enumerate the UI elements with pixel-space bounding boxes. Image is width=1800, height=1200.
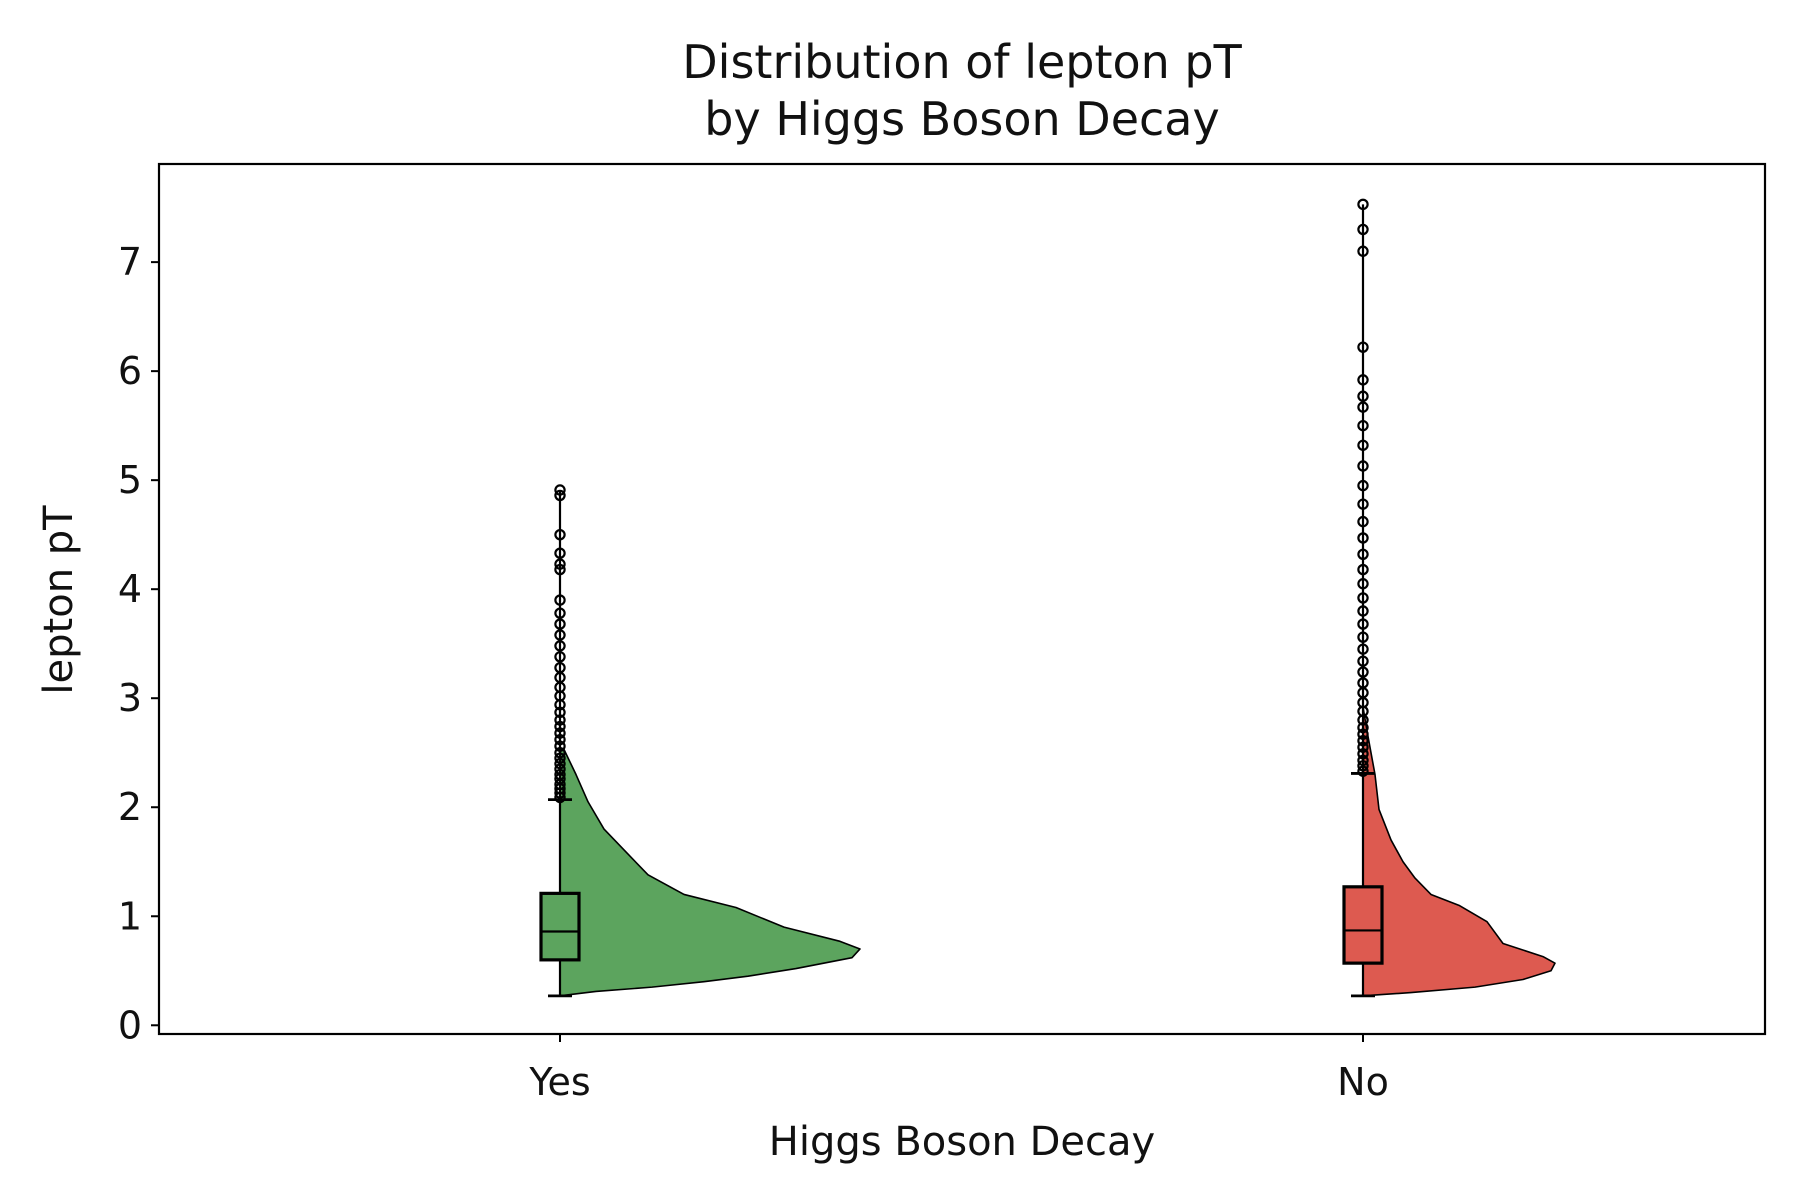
outlier-point <box>554 727 566 739</box>
outlier-point <box>554 733 566 746</box>
outlier-point <box>1357 760 1369 772</box>
y-tick-label: 7 <box>118 240 142 284</box>
box-plot-box <box>539 891 581 962</box>
outlier-point <box>554 528 566 541</box>
outlier-point <box>554 720 566 733</box>
outlier-point <box>1357 548 1369 561</box>
outlier-point <box>554 558 566 570</box>
chart-title-line-1: Distribution of lepton pT <box>682 35 1242 89</box>
box-plot-box <box>1342 885 1384 965</box>
outlier-point <box>1357 605 1369 617</box>
outlier-point <box>554 714 566 726</box>
outlier-point <box>1357 374 1369 386</box>
outlier-point <box>1357 479 1369 492</box>
half-violin-no <box>1362 706 1556 997</box>
outlier-point <box>554 563 566 576</box>
outlier-point <box>554 752 566 764</box>
outlier-point <box>554 706 566 719</box>
y-tick-label: 6 <box>118 349 142 393</box>
y-tick-label: 5 <box>118 458 142 502</box>
outlier-point <box>1357 245 1369 257</box>
outlier-point <box>554 484 566 496</box>
outlier-point <box>1357 341 1369 353</box>
outlier-point <box>1357 765 1369 777</box>
outlier-point <box>1357 223 1369 236</box>
plot-area-frame <box>157 162 1767 1036</box>
outlier-point <box>554 489 566 502</box>
y-axis-label: lepton pT <box>36 505 82 695</box>
outlier-point <box>1357 390 1369 402</box>
outlier-point <box>554 651 566 663</box>
series-yes <box>539 484 861 998</box>
outlier-point <box>1357 515 1369 528</box>
series-no <box>1342 198 1556 998</box>
outlier-point <box>1357 666 1369 678</box>
y-tick-label: 0 <box>118 1003 142 1047</box>
y-tick-label: 2 <box>118 785 142 829</box>
outlier-point <box>1357 631 1369 643</box>
outlier-point <box>554 547 566 559</box>
y-tick-label: 1 <box>118 894 142 938</box>
outlier-point <box>554 594 566 606</box>
y-tick-label: 3 <box>118 676 142 720</box>
outlier-point <box>1357 198 1369 211</box>
outlier-point <box>1357 741 1369 753</box>
outlier-point <box>1357 532 1369 544</box>
outlier-point <box>1357 460 1369 472</box>
outlier-point <box>1357 754 1369 767</box>
outlier-point <box>1357 643 1369 655</box>
outlier-point <box>554 629 566 641</box>
outlier-point <box>554 661 566 674</box>
y-tick-label: 4 <box>118 567 142 611</box>
outlier-point <box>1357 439 1369 451</box>
outlier-point <box>1357 578 1369 590</box>
outlier-point <box>1357 655 1369 667</box>
x-tick-label: Yes <box>528 1060 590 1104</box>
outlier-point <box>1357 677 1369 689</box>
outlier-point <box>1357 498 1369 510</box>
outlier-point <box>1357 728 1369 740</box>
outlier-point <box>1357 618 1369 630</box>
outlier-point <box>554 640 566 652</box>
outlier-point <box>554 757 566 770</box>
outlier-point <box>1357 735 1369 747</box>
outlier-point <box>1357 721 1369 734</box>
outlier-point <box>1357 592 1369 604</box>
outlier-point <box>554 763 566 775</box>
x-tick-label: No <box>1337 1060 1389 1104</box>
chart-title-line-2: by Higgs Boson Decay <box>704 92 1219 146</box>
outlier-point <box>554 607 566 619</box>
outlier-point <box>554 618 566 630</box>
outlier-point <box>554 768 566 781</box>
outlier-point <box>1357 401 1369 413</box>
x-axis-label: Higgs Boson Decay <box>769 1119 1155 1165</box>
outlier-point <box>1357 419 1369 432</box>
outlier-point <box>554 740 566 752</box>
outlier-point <box>1357 563 1369 576</box>
outlier-point <box>1357 748 1369 760</box>
outlier-point <box>554 747 566 759</box>
half-violin-yes <box>559 748 861 997</box>
